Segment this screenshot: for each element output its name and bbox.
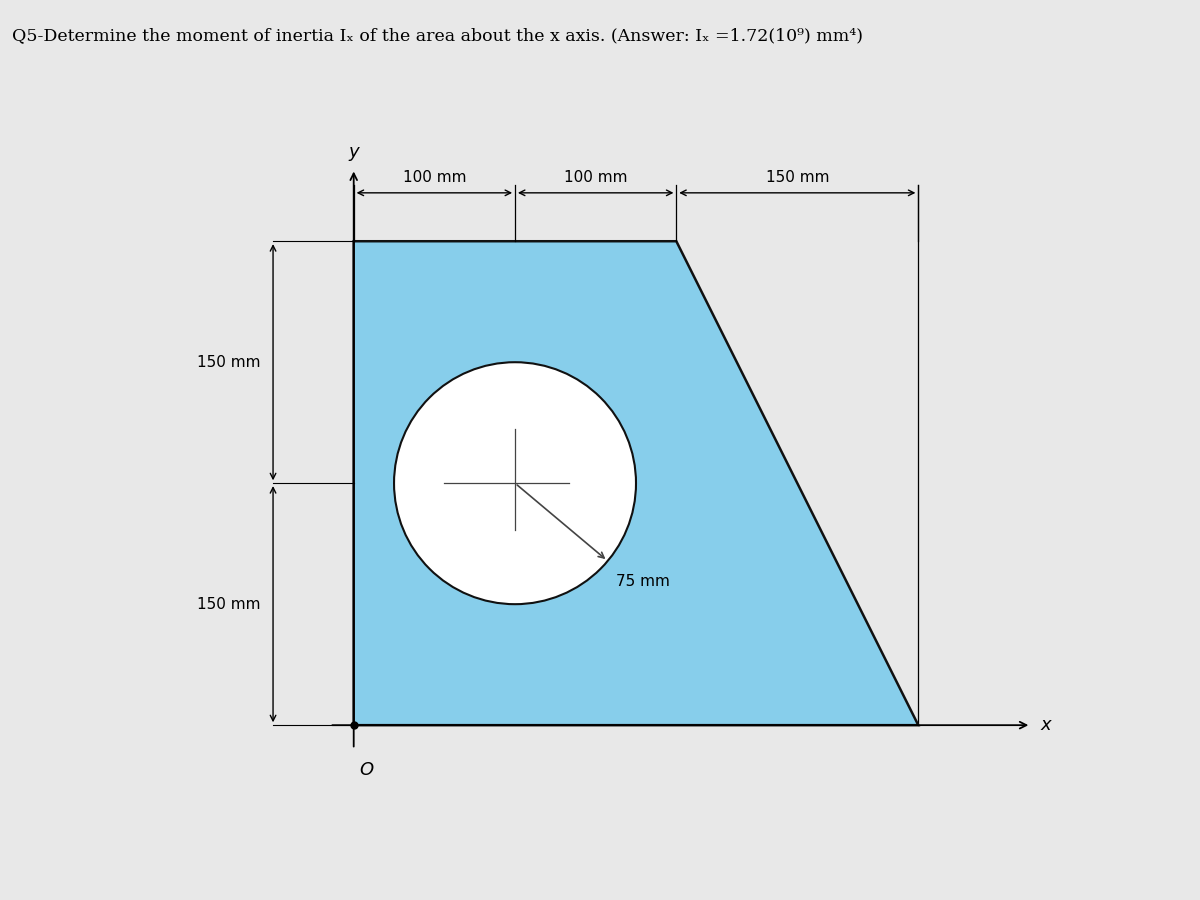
Text: 100 mm: 100 mm (564, 170, 628, 184)
Polygon shape (354, 241, 918, 725)
Text: 100 mm: 100 mm (403, 170, 466, 184)
Text: 150 mm: 150 mm (766, 170, 829, 184)
Text: Q5-Determine the moment of inertia Iₓ of the area about the x axis. (Answer: Iₓ : Q5-Determine the moment of inertia Iₓ of… (12, 27, 863, 44)
Text: 150 mm: 150 mm (197, 355, 260, 370)
Text: 150 mm: 150 mm (197, 597, 260, 612)
Circle shape (394, 362, 636, 604)
Text: x: x (1040, 716, 1051, 734)
Text: O: O (360, 760, 373, 778)
Text: y: y (348, 142, 359, 160)
Text: 75 mm: 75 mm (616, 574, 670, 589)
